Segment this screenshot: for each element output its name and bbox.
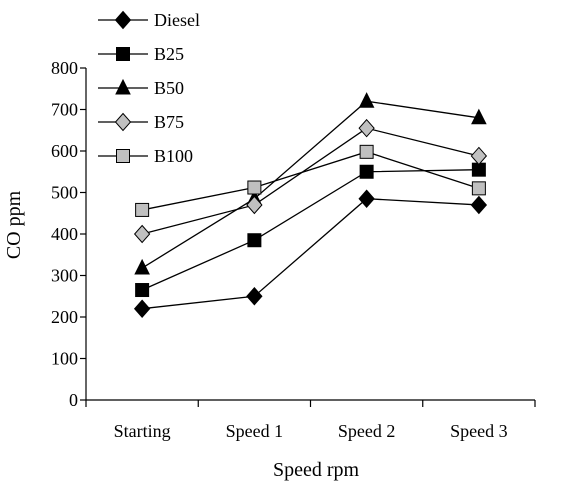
legend-item-b100: B100 (98, 146, 193, 166)
data-point-diesel (246, 286, 263, 306)
data-point-b100 (471, 181, 486, 196)
x-tick-label: Speed 1 (226, 421, 284, 441)
data-point-b75 (246, 195, 263, 215)
y-tick-label: 100 (51, 349, 78, 369)
y-tick-label: 600 (51, 141, 78, 161)
series-b75 (133, 118, 488, 244)
legend-marker-b25 (116, 47, 130, 61)
y-tick-label: 300 (51, 266, 78, 286)
x-tick-label: Speed 2 (338, 421, 396, 441)
data-point-b75 (133, 224, 151, 244)
data-point-b25 (135, 283, 150, 298)
x-tick-label: Starting (114, 421, 171, 441)
y-tick-label: 400 (51, 224, 78, 244)
y-axis-title: CO ppm (3, 190, 25, 259)
data-point-b50 (471, 108, 487, 125)
data-point-b50 (134, 258, 150, 275)
legend-item-b50: B50 (98, 78, 184, 98)
series-line-diesel (142, 198, 479, 310)
series-layer (133, 92, 488, 318)
legend-label-diesel: Diesel (154, 10, 200, 30)
y-tick-label: 700 (51, 100, 78, 120)
series-b25 (135, 162, 486, 298)
x-tick-label: Speed 3 (450, 421, 508, 441)
x-ticks: Starting Speed 1 Speed 2 Speed 3 (85, 400, 536, 441)
data-point-b100 (247, 180, 262, 195)
series-line-b50 (141, 100, 479, 269)
legend-label-b100: B100 (154, 146, 193, 166)
legend-marker-b100 (116, 149, 130, 163)
y-tick-label: 200 (51, 307, 78, 327)
legend-item-diesel: Diesel (98, 10, 200, 30)
y-tick-label: 0 (69, 390, 78, 410)
legend-item-b25: B25 (98, 44, 184, 64)
series-b100 (135, 144, 486, 217)
legend-label-b75: B75 (154, 112, 184, 132)
legend-marker-b50 (115, 78, 131, 95)
series-line-b75 (141, 127, 480, 235)
y-ticks: 0 100 200 300 400 500 600 700 800 (51, 58, 86, 410)
series-diesel (133, 189, 488, 318)
data-point-diesel (470, 195, 488, 215)
data-point-b100 (135, 202, 150, 217)
data-point-b75 (358, 118, 375, 138)
legend-marker-b75 (114, 112, 132, 132)
legend-label-b50: B50 (154, 78, 184, 98)
x-axis-title: Speed rpm (273, 459, 360, 481)
legend: Diesel B25 B50 B75 B100 (98, 10, 200, 166)
y-tick-label: 800 (51, 58, 78, 78)
y-tick-label: 500 (51, 183, 78, 203)
data-point-b100 (359, 144, 374, 159)
legend-marker-diesel (114, 10, 132, 30)
data-point-diesel (358, 189, 375, 208)
legend-item-b75: B75 (98, 112, 184, 132)
data-point-b25 (247, 233, 262, 248)
series-line-b25 (141, 169, 479, 291)
series-line-b100 (141, 151, 480, 211)
legend-label-b25: B25 (154, 44, 184, 64)
data-point-b75 (470, 146, 488, 166)
data-point-b25 (359, 164, 374, 179)
data-point-diesel (133, 299, 151, 318)
data-point-b50 (358, 92, 375, 108)
